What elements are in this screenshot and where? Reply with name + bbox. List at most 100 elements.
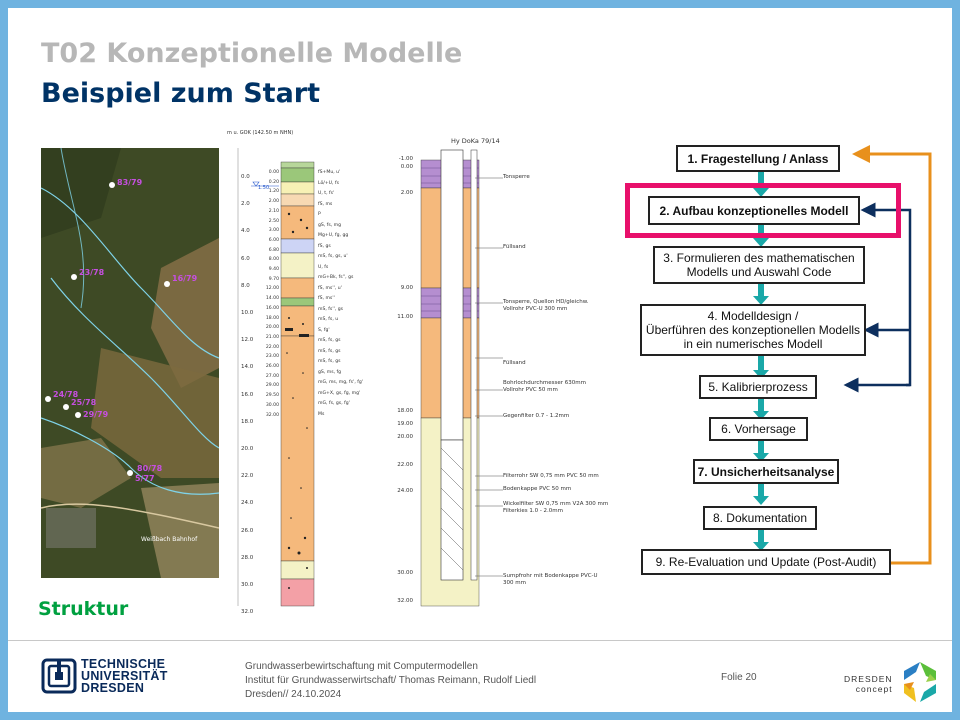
layer-depth: 2.50	[268, 218, 279, 224]
struktur-label: Struktur	[38, 598, 129, 620]
log2-depth: 9.00	[400, 285, 413, 291]
aerial-map-image	[41, 148, 219, 578]
layer-depth: 29.50	[265, 393, 279, 399]
layer-description: fS, ms''	[318, 296, 335, 301]
footer-course: Grundwasserbewirtschaftung mit Computerm…	[245, 661, 478, 672]
depth-tick: 28.0	[241, 554, 254, 561]
highlight-frame	[625, 183, 901, 238]
layer-depth: 21.00	[265, 334, 279, 340]
place-label: Weißbach Bahnhof	[141, 536, 198, 543]
borehole-log-lithology: m u. GOK (142.50 m NHN)	[223, 128, 388, 615]
depth-tick: 6.0	[241, 255, 250, 262]
log2-label: Tonsperre	[503, 174, 530, 180]
well-label: 23/78	[79, 268, 105, 277]
log2-depth: 20.00	[397, 434, 413, 440]
depth-tick: 30.0	[241, 582, 254, 589]
layer-depth: 27.00	[265, 373, 279, 379]
log2-header: Hy DoKa 79/14	[451, 137, 500, 145]
flow-step-label: 3. Formulieren des mathematischen	[663, 251, 855, 265]
well-label: 25/78	[71, 398, 97, 407]
water-level-label: 1.50	[258, 185, 270, 191]
layer-depth: 23.00	[265, 354, 279, 360]
tu-dresden-logo-icon	[41, 658, 77, 694]
layer-description: fS, gs	[318, 243, 331, 249]
well-label: 80/78	[137, 464, 163, 473]
log2-label: Filterrohr SW 0,75 mm PVC 50 mm	[503, 473, 599, 479]
depth-tick: 32.0	[241, 609, 254, 616]
layer-description: mG, fs, gs, fg'	[318, 401, 350, 406]
layer-description: mS, fs, gs, u'	[318, 254, 348, 259]
depth-tick: 16.0	[241, 391, 254, 398]
layer-description: U, fs	[318, 264, 329, 270]
log2-depth: 2.00	[400, 190, 413, 196]
layer-description: fS, ms	[318, 201, 333, 207]
layer-depth: 9.40	[268, 267, 279, 273]
layer-depth: 2.00	[268, 199, 279, 205]
layer-description: Mg+U, fg, gg	[318, 233, 349, 238]
depth-tick: 8.0	[241, 282, 250, 289]
well-marker	[75, 412, 81, 418]
well-marker	[45, 396, 51, 402]
layer-description: mS, fs'', gs	[318, 306, 344, 312]
slide-number: Folie 20	[721, 672, 757, 683]
concept-line: concept	[855, 684, 893, 694]
flow-step-label: 8. Dokumentation	[712, 511, 808, 525]
tud-line: UNIVERSITÄT	[81, 669, 168, 683]
flow-step-label: 9. Re-Evaluation und Update (Post-Audit)	[655, 555, 877, 569]
layer-depth: 20.00	[265, 325, 279, 331]
well-label: 29/79	[83, 410, 109, 419]
log2-depth-minus1: -1.00	[398, 156, 413, 162]
log2-label: Bodenkappe PVC 50 mm	[503, 486, 572, 492]
layer-description: gS, fs, mg	[318, 222, 342, 228]
layer-depth: 6.80	[268, 247, 279, 253]
depth-tick: 24.0	[241, 500, 254, 507]
log1-header: m u. GOK (142.50 m NHN)	[227, 130, 294, 136]
layer-description: mS, fs, gs	[318, 338, 341, 343]
flow-step-label: in ein numerisches Modell	[683, 337, 823, 351]
layer-depth: 3.00	[268, 228, 279, 234]
tud-line: DRESDEN	[81, 681, 145, 695]
layer-description: mG+X, gs, fg, mg'	[318, 390, 361, 396]
layer-depth: 0.00	[268, 170, 279, 175]
log2-depth: 18.00	[397, 408, 413, 414]
flowchart-connectors	[753, 145, 932, 565]
depth-tick: 10.0	[241, 310, 254, 317]
flow-step-3: 3. Formulieren des mathematischen Modell…	[653, 246, 865, 284]
depth-tick: 26.0	[241, 527, 254, 534]
layer-depth: 26.00	[265, 364, 279, 370]
flow-step-label: Modells und Auswahl Code	[686, 265, 832, 279]
log2-depth: 24.00	[397, 488, 413, 494]
log2-depth: 22.00	[397, 462, 413, 468]
footer-info: Grundwasserbewirtschaftung mit Computerm…	[245, 660, 536, 702]
well-label: 24/78	[53, 390, 79, 399]
layer-depth: 29.00	[265, 383, 279, 389]
layer-description: P	[318, 212, 321, 217]
layer-depth: 22.00	[265, 344, 279, 350]
lithology-column	[237, 148, 315, 607]
log2-label: Sumpfrohr mit Bodenkappe PVC-U	[503, 573, 598, 579]
flow-step-7: 7. Unsicherheitsanalyse	[693, 459, 839, 484]
log2-depth: 30.00	[397, 570, 413, 576]
well-marker	[109, 182, 115, 188]
layer-depth: 32.00	[265, 412, 279, 418]
flow-step-label: 4. Modelldesign /	[707, 309, 799, 323]
depth-tick: 20.0	[241, 446, 254, 453]
tud-line: TECHNISCHE	[81, 657, 166, 671]
log2-label: Bohrlochdurchmesser 630mm	[503, 380, 586, 386]
well-marker	[71, 274, 77, 280]
layer-depth: 6.00	[268, 237, 279, 243]
borehole-log-completion: Hy DoKa 79/14 -1	[383, 128, 633, 613]
well-label: 16/79	[172, 274, 198, 283]
layer-description: mS, fs, u	[318, 317, 339, 322]
flow-step-label: 6. Vorhersage	[721, 422, 796, 436]
depth-tick: 12.0	[241, 337, 254, 344]
layer-depth: 16.00	[265, 305, 279, 311]
log2-label: Filterkies 1.0 - 2.0mm	[503, 508, 564, 514]
log2-label: Vollrohr PVC-U 300 mm	[503, 306, 568, 312]
flow-step-1: 1. Fragestellung / Anlass	[676, 145, 840, 172]
dresden-line: DRESDEN	[844, 674, 893, 684]
layer-depth: 14.00	[265, 296, 279, 302]
flow-step-label: 7. Unsicherheitsanalyse	[697, 464, 835, 479]
flow-step-4: 4. Modelldesign / Überführen des konzept…	[640, 304, 866, 356]
layer-description: mS, fs, gs	[318, 359, 341, 364]
